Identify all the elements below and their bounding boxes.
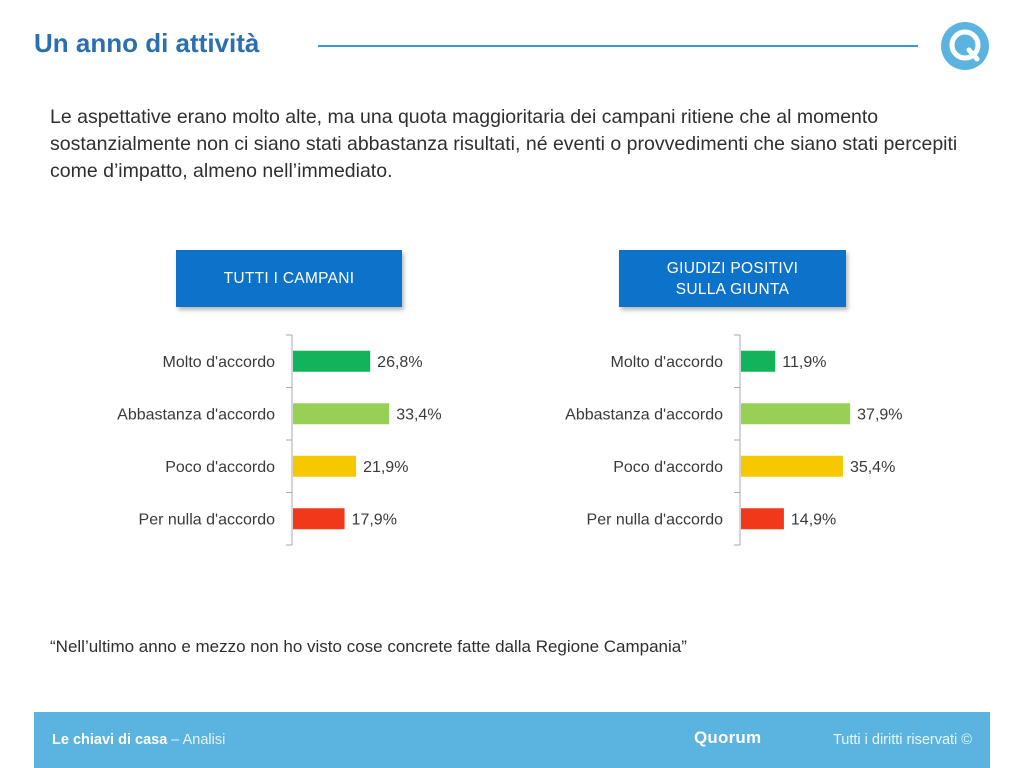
quorum-q-logo-icon: [941, 22, 989, 70]
footer-report-subtitle: – Analisi: [167, 732, 226, 748]
value-label: 37,9%: [857, 406, 902, 423]
bar-chart-svg: Molto d'accordo 26,8% Abbastanza d'accordo…: [117, 334, 442, 546]
bar: [741, 350, 776, 372]
value-label: 26,8%: [377, 354, 422, 371]
value-label: 11,9%: [782, 354, 826, 371]
title-divider: [318, 45, 918, 47]
value-label: 14,9%: [791, 511, 836, 528]
value-label: 21,9%: [363, 459, 408, 476]
bar: [741, 508, 784, 530]
footer-report-name: Le chiavi di casa – Analisi: [52, 732, 225, 748]
category-label: Poco d'accordo: [613, 459, 723, 476]
intro-paragraph: Le aspettative erano molto alte, ma una …: [50, 106, 958, 182]
chart-title: TUTTI I CAMPANI: [176, 250, 402, 307]
chart-tutti-i-campani: TUTTI I CAMPANI Molto d'accordo 26,8% Abba…: [50, 250, 490, 560]
category-label: Per nulla d'accordo: [587, 511, 724, 528]
respondent-quote: “Nell’ultimo anno e mezzo non ho visto c…: [50, 637, 687, 656]
value-label: 33,4%: [396, 406, 441, 423]
category-label: Poco d'accordo: [165, 459, 275, 476]
category-label: Molto d'accordo: [163, 354, 276, 371]
chart-title: GIUDIZI POSITIVI SULLA GIUNTA: [619, 250, 846, 307]
bar: [293, 455, 357, 477]
page-title: Un anno di attività: [34, 28, 260, 58]
footer-brand-logo: Quorum: [694, 728, 762, 747]
bar: [293, 403, 390, 425]
value-label: 35,4%: [850, 459, 895, 476]
footer-report-title: Le chiavi di casa: [52, 732, 168, 748]
value-label: 17,9%: [352, 511, 397, 528]
bar: [741, 455, 843, 477]
category-label: Per nulla d'accordo: [139, 511, 276, 528]
bar-chart-svg: Molto d'accordo 11,9% Abbastanza d'accordo…: [565, 334, 903, 546]
bar: [293, 508, 345, 530]
category-label: Abbastanza d'accordo: [117, 406, 275, 423]
chart-giudizi-positivi: GIUDIZI POSITIVI SULLA GIUNTA Molto d'ac…: [498, 250, 938, 560]
bar: [293, 350, 371, 372]
category-label: Molto d'accordo: [611, 354, 724, 371]
footer-bar: Le chiavi di casa – Analisi Quorum Tutti…: [34, 712, 990, 768]
bar: [741, 403, 851, 425]
category-label: Abbastanza d'accordo: [565, 406, 723, 423]
footer-copyright: Tutti i diritti riservati ©: [832, 732, 972, 748]
